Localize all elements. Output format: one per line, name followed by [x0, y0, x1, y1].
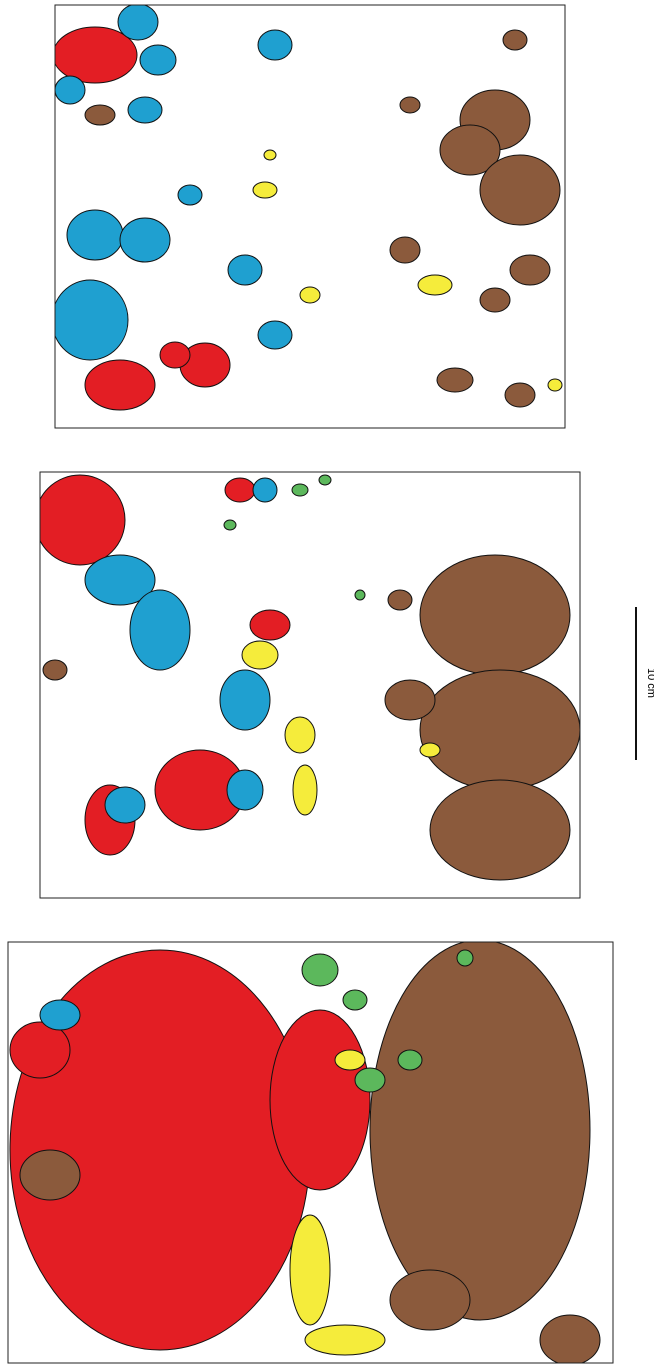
- patch: [302, 954, 338, 986]
- patch: [52, 280, 128, 360]
- patch: [335, 1050, 365, 1070]
- patch: [224, 520, 236, 530]
- patch: [355, 590, 365, 600]
- patch: [319, 475, 331, 485]
- patch: [130, 590, 190, 670]
- patch: [160, 342, 190, 368]
- patch: [253, 478, 277, 502]
- patch-map-3: [10, 940, 600, 1365]
- patch: [355, 1068, 385, 1092]
- patch: [420, 743, 440, 757]
- patch: [242, 641, 278, 669]
- patch: [253, 182, 277, 198]
- patch: [285, 717, 315, 753]
- patch: [370, 940, 590, 1320]
- patch: [118, 4, 158, 40]
- patch: [510, 255, 550, 285]
- patch: [105, 787, 145, 823]
- patch: [505, 383, 535, 407]
- patch: [418, 275, 452, 295]
- patch: [305, 1325, 385, 1355]
- patch: [140, 45, 176, 75]
- patch: [540, 1315, 600, 1365]
- patch: [457, 950, 473, 966]
- patch: [270, 1010, 370, 1190]
- patch: [120, 218, 170, 262]
- patch: [420, 555, 570, 675]
- patch: [20, 1150, 80, 1200]
- patch: [220, 670, 270, 730]
- patch: [178, 185, 202, 205]
- patch: [480, 155, 560, 225]
- patch: [290, 1215, 330, 1325]
- patch: [480, 288, 510, 312]
- patch: [398, 1050, 422, 1070]
- patch: [390, 237, 420, 263]
- patch: [55, 76, 85, 104]
- patch: [420, 670, 580, 790]
- patch-map-1: [52, 4, 562, 410]
- patch: [343, 990, 367, 1010]
- patch: [430, 780, 570, 880]
- patch: [388, 590, 412, 610]
- patch: [503, 30, 527, 50]
- patch: [258, 321, 292, 349]
- patch: [35, 475, 125, 565]
- patch-map-2: [35, 475, 580, 880]
- patch: [548, 379, 562, 391]
- patch: [250, 610, 290, 640]
- patch: [85, 105, 115, 125]
- patch: [40, 1000, 80, 1030]
- patch: [292, 484, 308, 496]
- patch: [228, 255, 262, 285]
- patch: [67, 210, 123, 260]
- figure: 10 cm: [0, 0, 654, 1365]
- patch: [300, 287, 320, 303]
- patch: [437, 368, 473, 392]
- patch: [264, 150, 276, 160]
- scale-label: 10 cm: [645, 668, 654, 698]
- patch: [128, 97, 162, 123]
- patch: [85, 360, 155, 410]
- patch: [293, 765, 317, 815]
- patch: [390, 1270, 470, 1330]
- patch: [225, 478, 255, 502]
- patch: [400, 97, 420, 113]
- patch: [385, 680, 435, 720]
- patch: [258, 30, 292, 60]
- patch: [227, 770, 263, 810]
- patch: [43, 660, 67, 680]
